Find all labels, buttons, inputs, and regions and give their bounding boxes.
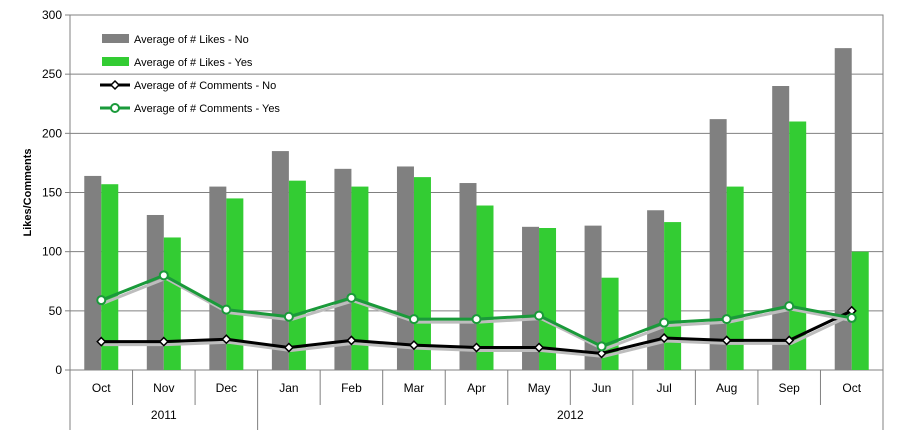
legend-marker-comments-no bbox=[109, 79, 121, 91]
point-comments-yes bbox=[721, 314, 732, 325]
point-comments-no bbox=[158, 336, 169, 347]
y-axis-title: Likes/Comments bbox=[22, 148, 34, 236]
bar-likes-no bbox=[209, 186, 227, 370]
bar-likes-no bbox=[84, 175, 102, 370]
x-tick-label: Apr bbox=[467, 381, 486, 395]
point-comments-yes bbox=[96, 295, 107, 306]
x-tick-label: Sep bbox=[779, 381, 801, 395]
legend-label-likes-yes: Average of # Likes - Yes bbox=[134, 57, 253, 69]
point-comments-no bbox=[221, 334, 232, 345]
bar-likes-no bbox=[271, 151, 289, 370]
bar-likes-yes bbox=[539, 228, 557, 370]
bar-likes-yes bbox=[664, 222, 682, 370]
x-tick-label: Feb bbox=[341, 381, 362, 395]
bar-likes-no bbox=[709, 119, 727, 370]
year-label: 2011 bbox=[151, 408, 177, 422]
x-tick-label: Mar bbox=[404, 381, 425, 395]
y-tick-label: 250 bbox=[42, 67, 62, 81]
legend-swatch-likes-no bbox=[102, 34, 129, 43]
x-tick-label: Oct bbox=[842, 381, 861, 395]
x-tick-label: Aug bbox=[716, 381, 737, 395]
y-tick-label: 150 bbox=[42, 186, 62, 200]
legend-label-comments-yes: Average of # Comments - Yes bbox=[134, 103, 280, 115]
bar-likes-yes bbox=[288, 180, 306, 370]
bar-likes-yes bbox=[413, 177, 431, 370]
bar-likes-yes bbox=[226, 198, 244, 370]
point-comments-yes bbox=[346, 292, 357, 303]
x-tick-label: Jan bbox=[279, 381, 298, 395]
point-comments-no bbox=[533, 342, 545, 353]
point-comments-yes bbox=[534, 310, 545, 321]
bar-likes-yes bbox=[476, 205, 494, 370]
bar-likes-no bbox=[146, 214, 164, 370]
y-tick-label: 0 bbox=[55, 363, 62, 377]
point-comments-no bbox=[784, 335, 795, 346]
bar-likes-no bbox=[334, 168, 352, 370]
point-comments-no bbox=[471, 342, 482, 353]
x-tick-label: Dec bbox=[216, 381, 237, 395]
point-comments-yes bbox=[596, 341, 607, 352]
y-tick-label: 300 bbox=[42, 8, 62, 22]
legend-marker-comments-yes bbox=[110, 103, 120, 113]
point-comments-no bbox=[96, 336, 107, 347]
bar-likes-no bbox=[834, 48, 852, 371]
bar-likes-yes bbox=[163, 237, 181, 370]
point-comments-yes bbox=[408, 314, 419, 325]
bar-likes-no bbox=[522, 226, 540, 370]
x-tick-label: Jun bbox=[592, 381, 611, 395]
point-comments-no bbox=[408, 340, 420, 351]
x-tick-label: May bbox=[528, 381, 551, 395]
legend-label-likes-no: Average of # Likes - No bbox=[134, 34, 249, 46]
point-comments-no bbox=[721, 335, 732, 346]
bar-likes-no bbox=[396, 166, 414, 370]
bar-likes-no bbox=[772, 86, 790, 370]
bar-likes-yes bbox=[101, 184, 119, 370]
y-tick-label: 200 bbox=[42, 126, 62, 140]
point-comments-yes bbox=[283, 311, 294, 322]
bar-likes-yes bbox=[726, 186, 744, 370]
point-comments-no bbox=[659, 332, 670, 344]
point-comments-yes bbox=[221, 304, 232, 315]
point-comments-yes bbox=[158, 270, 169, 281]
bar-likes-no bbox=[459, 183, 477, 370]
y-tick-label: 50 bbox=[49, 304, 63, 318]
x-tick-label: Nov bbox=[153, 381, 174, 395]
point-comments-yes bbox=[659, 317, 670, 328]
point-comments-no bbox=[283, 342, 294, 353]
bar-likes-yes bbox=[851, 251, 869, 370]
year-label: 2012 bbox=[557, 408, 584, 422]
x-tick-label: Oct bbox=[92, 381, 111, 395]
y-tick-label: 100 bbox=[42, 245, 62, 259]
legend-label-comments-no: Average of # Comments - No bbox=[134, 80, 276, 92]
x-tick-label: Jul bbox=[656, 381, 671, 395]
legend-swatch-likes-yes bbox=[102, 57, 129, 66]
point-comments-yes bbox=[784, 301, 795, 312]
bar-likes-no bbox=[584, 225, 602, 370]
point-comments-yes bbox=[471, 314, 482, 325]
point-comments-no bbox=[596, 348, 607, 359]
point-comments-no bbox=[346, 335, 357, 346]
bar-likes-yes bbox=[351, 186, 369, 370]
point-comments-yes bbox=[846, 312, 857, 323]
